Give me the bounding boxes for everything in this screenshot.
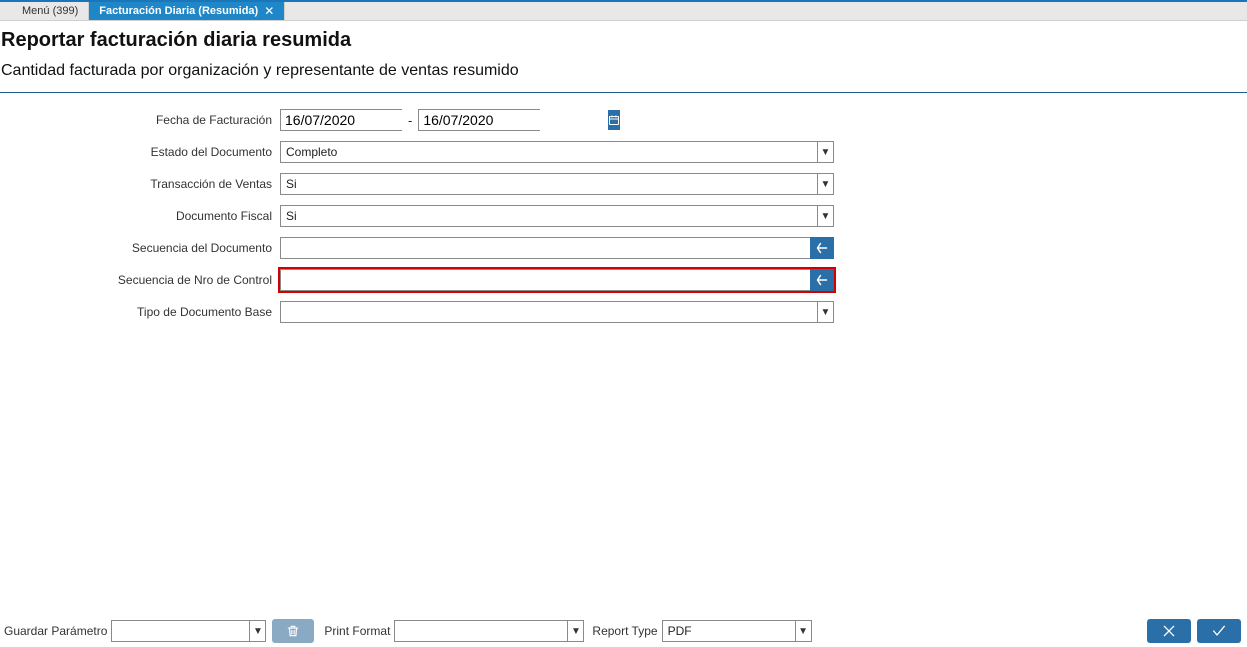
label-tipo-base: Tipo de Documento Base [0, 305, 280, 319]
chevron-down-icon[interactable]: ▼ [817, 302, 833, 322]
row-tipo-base: Tipo de Documento Base ▼ [0, 297, 1247, 327]
chevron-down-icon[interactable]: ▼ [795, 621, 811, 641]
select-fiscal[interactable]: Si ▼ [280, 205, 834, 227]
row-secuencia-doc: Secuencia del Documento [0, 233, 1247, 263]
title-area: Reportar facturación diaria resumida Can… [0, 21, 1247, 93]
select-estado[interactable]: Completo ▼ [280, 141, 834, 163]
input-secuencia-doc[interactable] [280, 237, 810, 259]
select-guardar-value [112, 621, 249, 641]
ok-button[interactable] [1197, 619, 1241, 643]
date-to-wrap [418, 109, 540, 131]
label-estado: Estado del Documento [0, 145, 280, 159]
chevron-down-icon[interactable]: ▼ [817, 174, 833, 194]
chevron-down-icon[interactable]: ▼ [567, 621, 583, 641]
label-secuencia-doc: Secuencia del Documento [0, 241, 280, 255]
lookup-icon[interactable] [810, 269, 834, 291]
select-tipo-base-value [281, 302, 817, 322]
date-to-input[interactable] [419, 110, 608, 130]
page-title: Reportar facturación diaria resumida [0, 29, 1247, 62]
row-fiscal: Documento Fiscal Si ▼ [0, 201, 1247, 231]
trash-icon [286, 624, 300, 638]
chevron-down-icon[interactable]: ▼ [249, 621, 265, 641]
label-secuencia-ctrl: Secuencia de Nro de Control [0, 273, 280, 287]
select-print-value [395, 621, 567, 641]
select-transaccion[interactable]: Si ▼ [280, 173, 834, 195]
tab-bar: Menú (399) Facturación Diaria (Resumida)… [0, 0, 1247, 21]
tab-facturacion-label: Facturación Diaria (Resumida) [99, 5, 258, 17]
row-estado: Estado del Documento Completo ▼ [0, 137, 1247, 167]
chevron-down-icon[interactable]: ▼ [817, 206, 833, 226]
chevron-down-icon[interactable]: ▼ [817, 142, 833, 162]
row-secuencia-ctrl: Secuencia de Nro de Control [0, 265, 1247, 295]
select-print-format[interactable]: ▼ [394, 620, 584, 642]
date-from-wrap [280, 109, 402, 131]
select-transaccion-value: Si [281, 174, 817, 194]
cancel-button[interactable] [1147, 619, 1191, 643]
select-guardar-parametro[interactable]: ▼ [111, 620, 266, 642]
row-transaccion: Transacción de Ventas Si ▼ [0, 169, 1247, 199]
tab-menu-label: Menú (399) [22, 5, 78, 17]
label-print-format: Print Format [324, 624, 390, 638]
calendar-icon[interactable] [608, 110, 620, 130]
label-fiscal: Documento Fiscal [0, 209, 280, 223]
form-area: Fecha de Facturación - Estado del Docume… [0, 93, 1247, 617]
footer-bar: Guardar Parámetro ▼ Print Format ▼ Repor… [0, 617, 1247, 647]
select-fiscal-value: Si [281, 206, 817, 226]
select-report-value: PDF [663, 621, 795, 641]
date-separator: - [402, 113, 418, 128]
tab-menu[interactable]: Menú (399) [12, 2, 89, 20]
page-subtitle: Cantidad facturada por organización y re… [0, 62, 1247, 80]
x-icon [1161, 623, 1177, 639]
row-fecha: Fecha de Facturación - [0, 105, 1247, 135]
delete-button[interactable] [272, 619, 314, 643]
tab-facturacion[interactable]: Facturación Diaria (Resumida) ✕ [89, 2, 285, 20]
select-report-type[interactable]: PDF ▼ [662, 620, 812, 642]
label-fecha: Fecha de Facturación [0, 113, 280, 127]
label-report-type: Report Type [592, 624, 657, 638]
select-tipo-base[interactable]: ▼ [280, 301, 834, 323]
lookup-secuencia-ctrl [280, 269, 834, 291]
label-transaccion: Transacción de Ventas [0, 177, 280, 191]
select-estado-value: Completo [281, 142, 817, 162]
check-icon [1211, 623, 1227, 639]
close-icon[interactable]: ✕ [264, 4, 274, 18]
lookup-icon[interactable] [810, 237, 834, 259]
input-secuencia-ctrl[interactable] [280, 269, 810, 291]
lookup-secuencia-doc [280, 237, 834, 259]
label-guardar-parametro: Guardar Parámetro [4, 624, 107, 638]
